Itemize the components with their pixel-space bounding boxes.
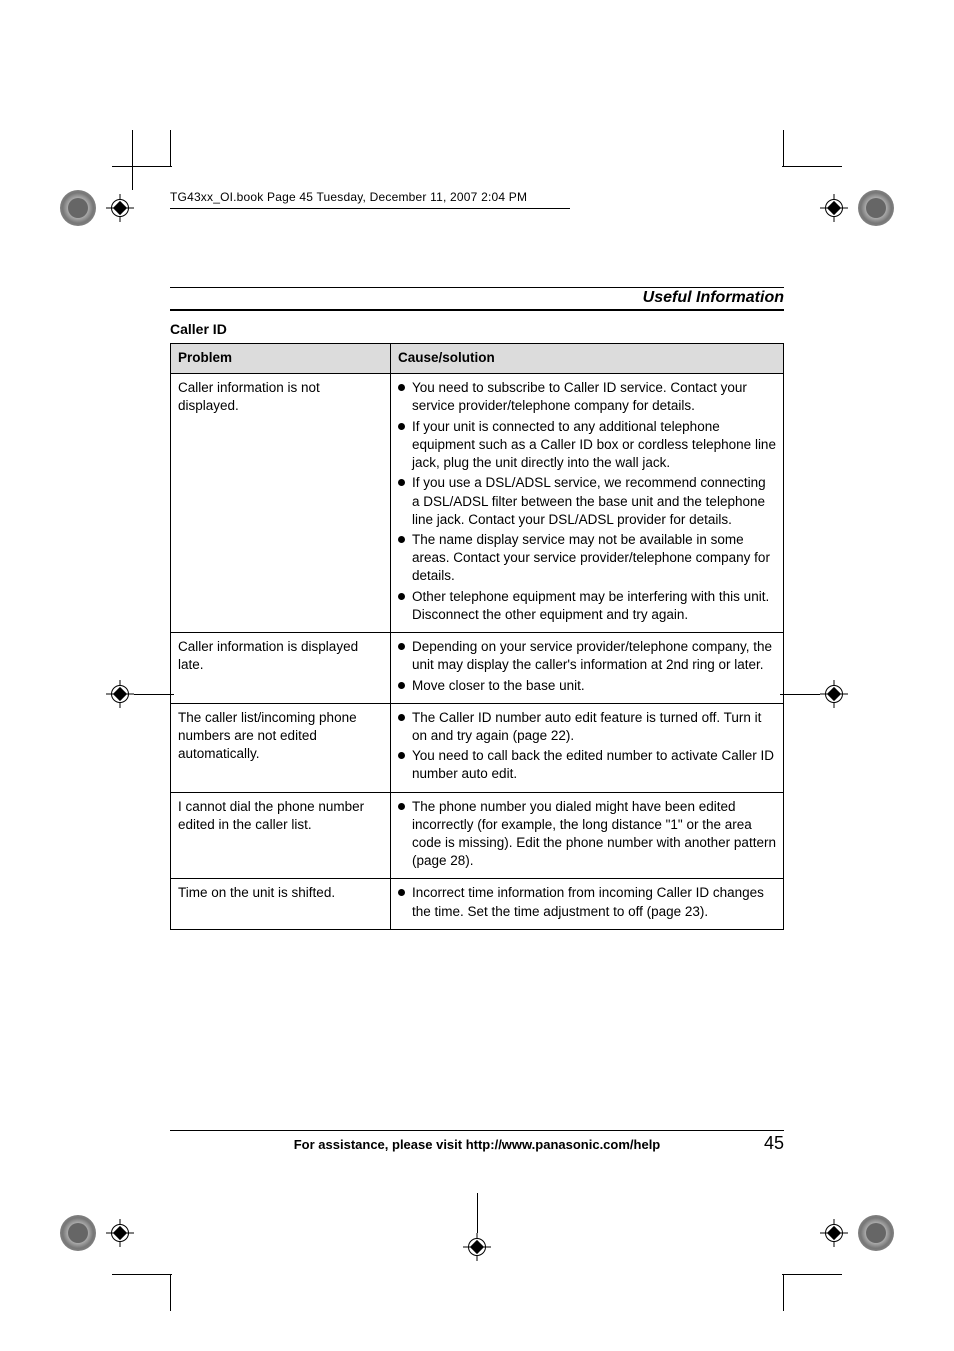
solution-cell: Depending on your service provider/telep…: [391, 633, 784, 704]
page-content: TG43xx_OI.book Page 45 Tuesday, December…: [170, 190, 784, 1154]
crop-mark-top-left: [60, 190, 134, 226]
table-row: Caller information is displayed late.Dep…: [171, 633, 784, 704]
solution-item: If your unit is connected to any additio…: [398, 418, 776, 473]
solution-item: If you use a DSL/ADSL service, we recomm…: [398, 474, 776, 529]
table-row: Caller information is not displayed.You …: [171, 374, 784, 633]
solution-cell: The Caller ID number auto edit feature i…: [391, 703, 784, 792]
problem-cell: Caller information is not displayed.: [171, 374, 391, 633]
solution-item: You need to subscribe to Caller ID servi…: [398, 379, 776, 415]
section-title: Caller ID: [170, 321, 784, 337]
footer-assist-text: For assistance, please visit http://www.…: [210, 1137, 744, 1152]
troubleshooting-table: Problem Cause/solution Caller informatio…: [170, 343, 784, 930]
problem-cell: Caller information is displayed late.: [171, 633, 391, 704]
table-row: The caller list/incoming phone numbers a…: [171, 703, 784, 792]
problem-cell: Time on the unit is shifted.: [171, 879, 391, 929]
crop-mark-top-right: [820, 190, 894, 226]
problem-cell: I cannot dial the phone number edited in…: [171, 792, 391, 879]
table-row: I cannot dial the phone number edited in…: [171, 792, 784, 879]
solution-item: Incorrect time information from incoming…: [398, 884, 776, 920]
table-row: Time on the unit is shifted.Incorrect ti…: [171, 879, 784, 929]
solution-item: Other telephone equipment may be interfe…: [398, 588, 776, 624]
crop-mark-bottom-mid: [463, 1233, 491, 1261]
solution-item: Depending on your service provider/telep…: [398, 638, 776, 674]
running-head: Useful Information: [170, 287, 784, 311]
solution-cell: You need to subscribe to Caller ID servi…: [391, 374, 784, 633]
col-header-solution: Cause/solution: [391, 344, 784, 374]
solution-item: The name display service may not be avai…: [398, 531, 776, 586]
crop-mark-left-mid: [106, 680, 134, 708]
crop-mark-right-mid: [820, 680, 848, 708]
crop-mark-bottom-left: [60, 1215, 134, 1251]
book-header-line: TG43xx_OI.book Page 45 Tuesday, December…: [170, 190, 784, 204]
page-footer: For assistance, please visit http://www.…: [170, 1130, 784, 1154]
solution-item: The phone number you dialed might have b…: [398, 798, 776, 871]
solution-item: You need to call back the edited number …: [398, 747, 776, 783]
page-number: 45: [744, 1133, 784, 1154]
crop-mark-bottom-right: [820, 1215, 894, 1251]
solution-cell: The phone number you dialed might have b…: [391, 792, 784, 879]
problem-cell: The caller list/incoming phone numbers a…: [171, 703, 391, 792]
solution-item: The Caller ID number auto edit feature i…: [398, 709, 776, 745]
col-header-problem: Problem: [171, 344, 391, 374]
solution-item: Move closer to the base unit.: [398, 677, 776, 695]
solution-cell: Incorrect time information from incoming…: [391, 879, 784, 929]
